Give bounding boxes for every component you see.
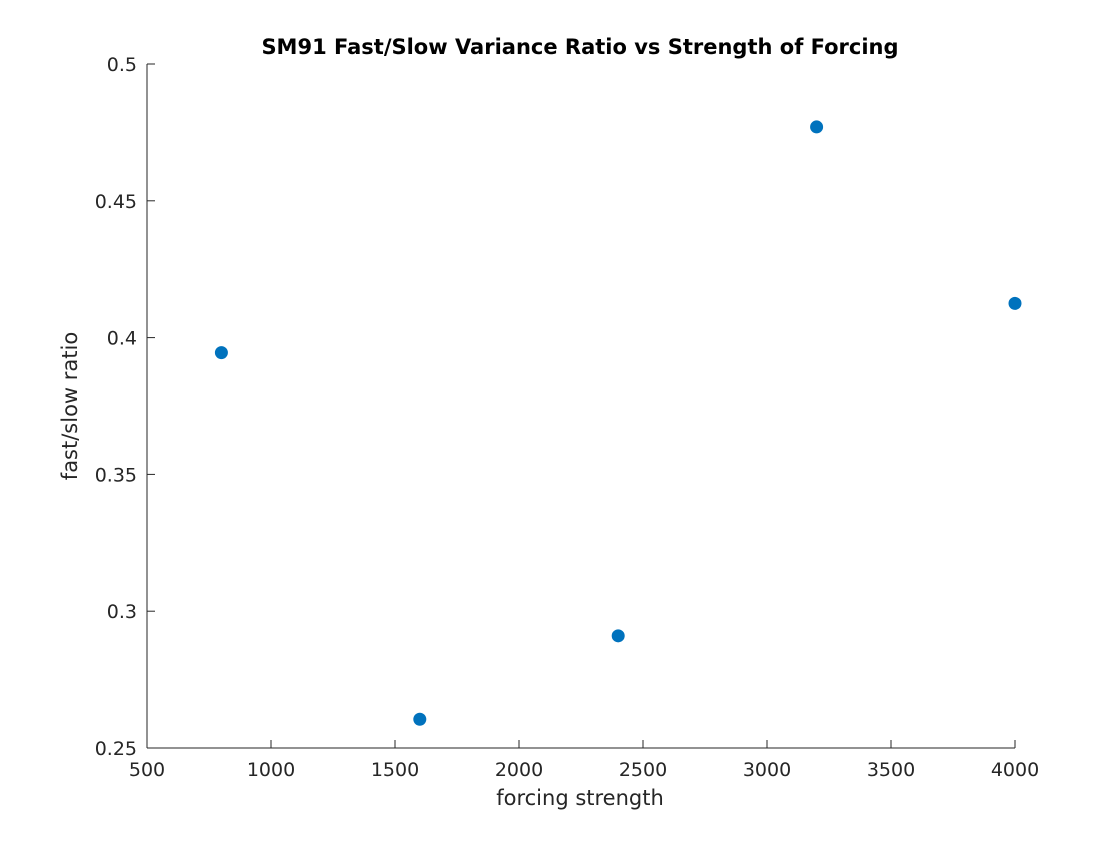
x-axis-label: forcing strength xyxy=(496,786,664,810)
y-tick-label: 0.4 xyxy=(107,328,137,350)
data-point xyxy=(1008,296,1022,310)
data-point xyxy=(810,120,824,134)
data-points xyxy=(214,120,1022,726)
x-tick-label: 500 xyxy=(129,759,165,781)
x-tick-label: 1000 xyxy=(247,759,295,781)
y-tick-label: 0.35 xyxy=(95,464,137,486)
x-ticks: 500 1000 1500 2000 2500 3000 3500 4000 xyxy=(129,740,1039,781)
chart-title: SM91 Fast/Slow Variance Ratio vs Strengt… xyxy=(261,35,898,59)
y-axis-label: fast/slow ratio xyxy=(58,332,82,480)
y-tick-label: 0.5 xyxy=(107,54,137,76)
x-tick-label: 3000 xyxy=(743,759,791,781)
x-tick-label: 2000 xyxy=(495,759,543,781)
y-ticks: 0.25 0.3 0.35 0.4 0.45 0.5 xyxy=(95,54,155,760)
x-tick-label: 3500 xyxy=(867,759,915,781)
x-tick-label: 2500 xyxy=(619,759,667,781)
x-tick-label: 4000 xyxy=(991,759,1039,781)
y-tick-label: 0.45 xyxy=(95,191,137,213)
data-point xyxy=(611,629,625,643)
y-tick-label: 0.3 xyxy=(107,601,137,623)
x-tick-label: 1500 xyxy=(371,759,419,781)
y-tick-label: 0.25 xyxy=(95,738,137,760)
axes xyxy=(146,64,1015,749)
data-point xyxy=(214,346,228,360)
data-point xyxy=(413,712,427,726)
